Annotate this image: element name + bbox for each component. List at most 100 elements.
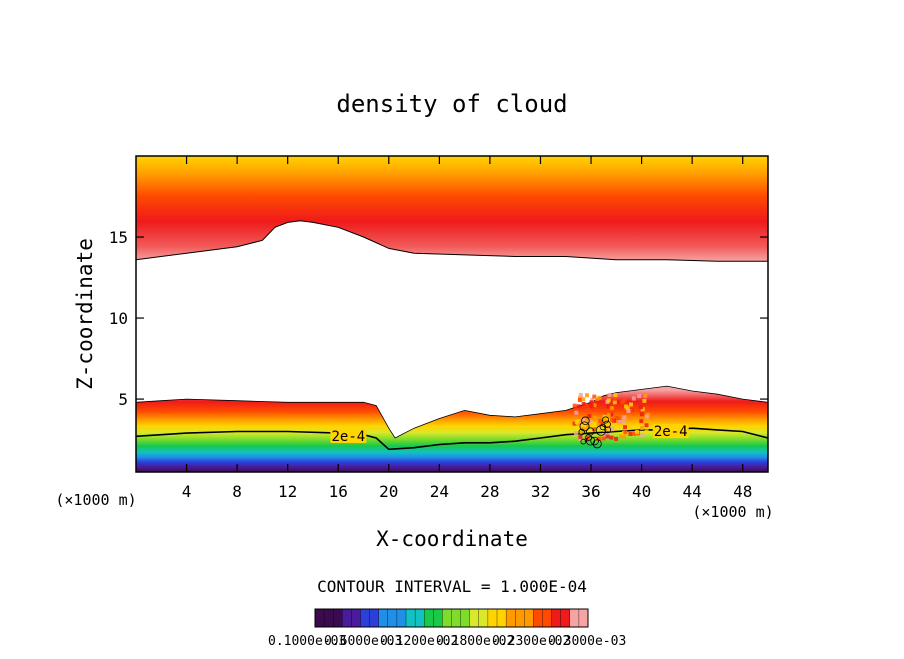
contour-labels: 2e-4 2e-4 (330, 424, 689, 445)
colorbar-swatch (560, 608, 571, 628)
x-tick-label: 44 (683, 482, 702, 501)
turbulence-speck (619, 434, 624, 439)
turbulence-speck (590, 397, 595, 402)
x-unit-left: (×1000 m) (55, 491, 136, 509)
x-tick-label: 20 (379, 482, 398, 501)
turbulence-speck (639, 419, 644, 424)
contour-label: 2e-4 (654, 424, 688, 440)
contour-label-bg (652, 424, 689, 439)
colorbar-swatch (323, 608, 334, 628)
colorbar-swatch (396, 608, 407, 628)
turbulence-speck (578, 395, 583, 400)
turbulence-speck (577, 398, 582, 402)
turbulence-speck (644, 423, 649, 428)
colorbar-swatch (442, 608, 452, 628)
colorbar-swatch (387, 608, 398, 628)
turbulence-speck (628, 432, 633, 436)
turbulence-speck (632, 431, 636, 436)
turbulence-speck (640, 433, 645, 438)
turbulence-speck (585, 393, 589, 398)
colorbar-swatch (351, 608, 361, 628)
x-tick-label: 36 (581, 482, 600, 501)
turbulence-contour (580, 438, 587, 445)
x-axis-label: X-coordinate (376, 527, 528, 551)
colorbar-swatch (578, 608, 589, 628)
turbulent-region (572, 393, 650, 449)
y-tick-label: 10 (109, 309, 128, 328)
turbulence-contour (578, 428, 585, 436)
colorbar-label: 0.6000e-03 (324, 634, 402, 649)
turbulence-speck (592, 394, 597, 399)
turbulence-contour (595, 425, 607, 436)
turbulence-speck (609, 406, 614, 411)
turbulence-speck (588, 420, 593, 425)
plot-area: 2e-4 2e-4 (136, 156, 768, 472)
turbulence-speck (607, 393, 612, 397)
turbulence-speck (573, 431, 578, 435)
turbulence-speck (592, 427, 597, 432)
turbulence-speck (578, 393, 583, 397)
turbulence-speck (626, 409, 631, 413)
colorbar-swatch (478, 608, 489, 628)
colorbar-label: 0.3000e-03 (548, 634, 626, 649)
x-tick-label: 16 (329, 482, 348, 501)
colorbar-label: 0.1800e-02 (436, 634, 514, 649)
upper-cloud-layer (136, 156, 768, 262)
turbulence-speck (620, 400, 625, 405)
upper-layer-boundary (136, 220, 768, 262)
colorbar-swatch (405, 608, 416, 628)
colorbar-swatch (451, 608, 462, 628)
turbulence-speck (643, 394, 648, 398)
x-tick-label: 4 (182, 482, 192, 501)
turbulence-speck (631, 396, 636, 401)
colorbar-swatch (542, 608, 553, 628)
turbulence-speck (574, 410, 579, 415)
turbulence-speck (616, 416, 621, 421)
turbulence-speck (606, 404, 611, 409)
turbulence-speck (576, 404, 581, 409)
turbulence-speck (598, 419, 603, 423)
turbulence-speck (589, 400, 594, 405)
colorbar-swatch (524, 608, 534, 628)
y-axis-ticks: 5 10 15 (109, 228, 768, 409)
turbulence-speck (581, 402, 586, 406)
turbulence-speck (595, 396, 600, 401)
lower-layer-boundary (136, 385, 768, 439)
colorbar-swatch (487, 608, 498, 628)
turbulence-speck (593, 415, 598, 420)
colorbar-swatch (551, 608, 562, 628)
turbulence-speck (589, 424, 594, 429)
turbulence-speck (609, 435, 614, 440)
x-tick-label: 40 (632, 482, 651, 501)
turbulence-contour (586, 427, 595, 436)
turbulence-speck (586, 408, 590, 413)
turbulence-speck (613, 393, 618, 398)
colorbar-label: 0.1000e-03 (268, 634, 346, 649)
turbulence-contour (585, 436, 596, 446)
x-tick-label: 24 (430, 482, 449, 501)
turbulence-speck (602, 433, 607, 437)
turbulence-contour (585, 434, 592, 441)
x-tick-label: 8 (232, 482, 242, 501)
turbulence-contour (602, 416, 610, 424)
turbulence-speck (605, 434, 610, 439)
plot-frame (135, 155, 769, 473)
turbulence-speck (581, 397, 586, 402)
chart-title: density of cloud (336, 90, 567, 118)
x-unit-right: (×1000 m) (692, 503, 773, 521)
turbulence-speck (617, 420, 622, 424)
turbulence-contour (599, 423, 607, 431)
turbulence-speck (623, 430, 628, 435)
turbulence-speck (582, 427, 587, 432)
turbulence-speck (606, 412, 611, 417)
turbulence-speck (586, 424, 591, 429)
y-tick-label: 5 (118, 390, 128, 409)
contour-interval-text: CONTOUR INTERVAL = 1.000E-04 (317, 577, 587, 596)
turbulence-speck (628, 408, 633, 413)
turbulence-speck (592, 403, 597, 408)
turbulence-speck (589, 404, 594, 409)
x-tick-label: 12 (278, 482, 297, 501)
turbulence-speck (578, 434, 583, 439)
turbulence-speck (572, 403, 577, 408)
